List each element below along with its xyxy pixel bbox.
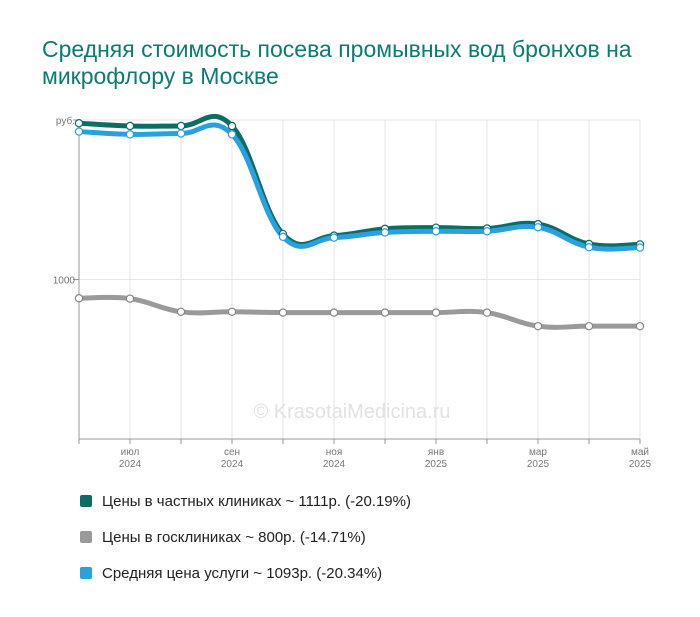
legend: Цены в частных клиниках ~ 1111р. (-20.19… xyxy=(80,488,411,596)
data-point-series-2 xyxy=(227,307,237,316)
chart-title: Средняя стоимость посева промывных вод б… xyxy=(42,36,632,89)
data-point-series-3 xyxy=(584,243,594,252)
data-point-series-2 xyxy=(533,321,543,331)
legend-swatch xyxy=(80,495,92,507)
data-points xyxy=(74,118,645,331)
x-tick-label-year: 2025 xyxy=(425,459,448,470)
legend-item-3: Средняя цена услуги ~ 1093р. (-20.34%) xyxy=(80,560,411,596)
data-point-series-2 xyxy=(482,308,492,317)
legend-item-2: Цены в госклиниках ~ 800р. (-14.71%) xyxy=(80,524,411,560)
x-tick-label-year: 2025 xyxy=(629,459,652,470)
data-point-series-2 xyxy=(380,308,390,317)
data-point-series-3 xyxy=(278,232,288,242)
data-point-series-3 xyxy=(482,227,492,236)
data-point-series-2 xyxy=(431,308,441,317)
x-tick-label-month: сен xyxy=(224,447,240,458)
x-tick-label-year: 2024 xyxy=(119,459,142,470)
data-point-series-3 xyxy=(431,227,441,236)
data-point-series-2 xyxy=(635,321,645,331)
data-point-series-2 xyxy=(74,294,84,303)
x-tick-label-month: янв xyxy=(428,447,444,458)
data-point-series-1 xyxy=(74,118,84,128)
data-point-series-3 xyxy=(380,228,390,237)
x-tick-label-month: май xyxy=(631,447,649,458)
data-point-series-1 xyxy=(125,121,135,131)
data-point-series-1 xyxy=(227,121,237,131)
legend-item-1: Цены в частных клиниках ~ 1111р. (-20.19… xyxy=(80,488,411,524)
x-tick-label-year: 2024 xyxy=(221,459,244,470)
data-point-series-2 xyxy=(125,294,135,303)
watermark: © KrasotaiMedicina.ru xyxy=(253,401,450,423)
data-point-series-2 xyxy=(176,307,186,316)
data-point-series-3 xyxy=(125,130,135,139)
data-point-series-2 xyxy=(278,308,288,317)
data-point-series-1 xyxy=(176,121,186,131)
series-lines xyxy=(76,113,643,330)
series-line-2 xyxy=(76,294,643,330)
grid xyxy=(78,119,641,439)
data-point-series-2 xyxy=(584,321,594,331)
legend-swatch xyxy=(80,531,92,543)
data-point-series-3 xyxy=(176,129,186,138)
legend-swatch xyxy=(80,567,92,579)
x-tick-label-month: мар xyxy=(529,447,547,458)
data-point-series-3 xyxy=(74,127,84,136)
legend-label: Средняя цена услуги ~ 1093р. (-20.34%) xyxy=(102,564,383,582)
data-point-series-3 xyxy=(329,233,339,242)
data-point-series-3 xyxy=(227,130,237,139)
x-tick-label-year: 2025 xyxy=(527,459,550,470)
y-tick-label: 1000 xyxy=(53,276,76,287)
data-point-series-3 xyxy=(635,243,645,252)
x-tick-label-month: ноя xyxy=(326,447,343,458)
legend-label: Цены в госклиниках ~ 800р. (-14.71%) xyxy=(102,528,366,546)
x-tick-label-year: 2024 xyxy=(323,459,346,470)
axes: руб.1000июл2024сен2024ноя2024янв2025мар2… xyxy=(53,115,652,470)
legend-label: Цены в частных клиниках ~ 1111р. (-20.19… xyxy=(102,492,411,510)
y-axis-unit-label: руб. xyxy=(56,115,75,127)
data-point-series-2 xyxy=(329,308,339,317)
data-point-series-3 xyxy=(533,223,543,232)
x-tick-label-month: июл xyxy=(121,447,140,458)
